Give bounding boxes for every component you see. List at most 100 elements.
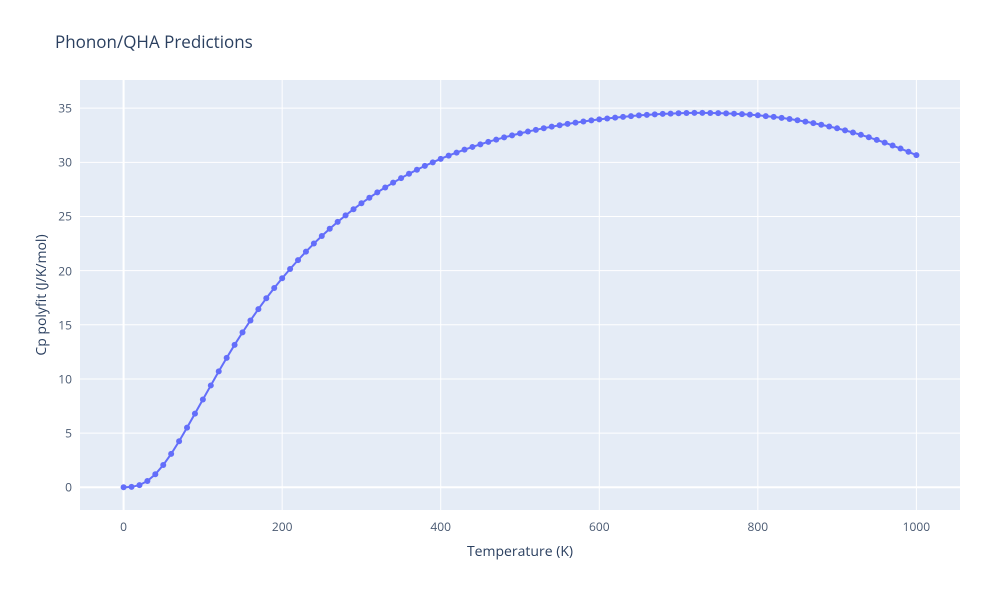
plot-svg [0,0,1000,600]
data-marker [343,212,349,218]
data-marker [216,368,222,374]
data-marker [247,317,253,323]
data-marker [295,257,301,263]
data-marker [652,111,658,117]
x-tick-label: 400 [430,518,451,535]
x-tick-label: 0 [120,518,127,535]
data-marker [279,275,285,281]
data-marker [358,200,364,206]
data-marker [683,110,689,116]
data-marker [834,125,840,131]
data-marker [160,462,166,468]
data-marker [549,124,555,130]
chart-container: Phonon/QHA Predictions Temperature (K) C… [0,0,1000,600]
data-marker [240,329,246,335]
data-marker [691,110,697,116]
data-marker [660,111,666,117]
data-marker [469,144,475,150]
x-tick-label: 1000 [903,518,930,535]
data-marker [913,152,919,158]
data-marker [628,113,634,119]
y-tick-label: 15 [40,316,72,333]
data-marker [271,285,277,291]
data-marker [787,116,793,122]
data-marker [509,132,515,138]
data-marker [414,167,420,173]
data-marker [208,382,214,388]
data-marker [176,438,182,444]
data-marker [406,171,412,177]
data-marker [200,397,206,403]
data-marker [604,115,610,121]
y-axis-label: Cp polyfit (J/K/mol) [32,195,51,395]
data-marker [699,110,705,116]
data-marker [565,121,571,127]
data-marker [184,425,190,431]
data-marker [366,195,372,201]
data-marker [850,130,856,136]
data-marker [715,110,721,116]
data-marker [676,110,682,116]
x-tick-label: 800 [748,518,769,535]
data-marker [620,114,626,120]
data-marker [723,110,729,116]
data-marker [533,127,539,133]
y-tick-label: 30 [40,154,72,171]
data-marker [335,219,341,225]
y-tick-label: 5 [40,425,72,442]
data-marker [263,295,269,301]
data-marker [430,159,436,165]
data-marker [739,111,745,117]
data-marker [144,478,150,484]
data-marker [747,112,753,118]
data-marker [644,112,650,118]
data-marker [882,140,888,146]
data-marker [422,163,428,169]
data-marker [398,175,404,181]
data-marker [493,137,499,143]
data-marker [438,156,444,162]
data-marker [707,110,713,116]
data-marker [168,451,174,457]
data-marker [462,147,468,153]
data-marker [826,123,832,129]
data-marker [818,122,824,128]
data-marker [446,153,452,159]
data-marker [485,139,491,145]
data-marker [287,266,293,272]
data-marker [771,114,777,120]
data-marker [351,206,357,212]
data-marker [390,180,396,186]
x-tick-label: 600 [589,518,610,535]
data-marker [541,125,547,131]
data-marker [636,112,642,118]
data-marker [874,137,880,143]
data-marker [327,226,333,232]
data-marker [731,111,737,117]
x-axis-label: Temperature (K) [420,542,620,561]
data-marker [311,241,317,247]
data-marker [319,233,325,239]
data-marker [501,134,507,140]
data-marker [890,143,896,149]
data-marker [382,184,388,190]
data-marker [121,484,127,490]
y-tick-label: 25 [40,208,72,225]
y-tick-label: 0 [40,479,72,496]
data-marker [779,115,785,121]
data-marker [192,411,198,417]
data-marker [588,117,594,123]
data-marker [573,120,579,126]
data-marker [905,149,911,155]
x-tick-label: 200 [272,518,293,535]
data-marker [755,112,761,118]
data-marker [525,129,531,135]
plot-background [80,80,960,510]
data-marker [454,150,460,156]
data-marker [557,122,563,128]
data-marker [612,115,618,121]
data-marker [303,249,309,255]
y-tick-label: 35 [40,100,72,117]
data-marker [224,355,230,361]
data-marker [763,113,769,119]
